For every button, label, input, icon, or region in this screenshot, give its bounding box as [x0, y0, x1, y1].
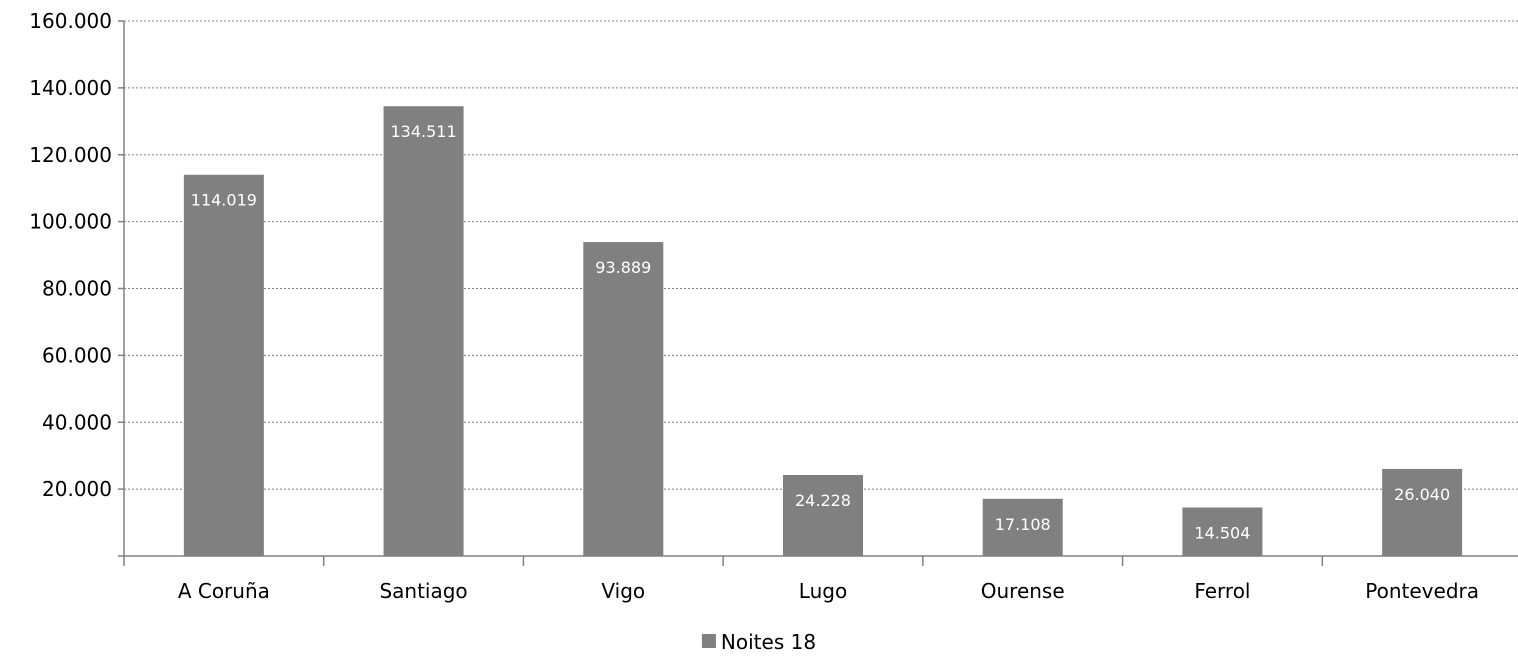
bar [982, 498, 1063, 556]
bar [1182, 507, 1263, 556]
y-tick-label: 100.000 [29, 210, 112, 234]
bar [183, 174, 264, 556]
legend-label: Noites 18 [721, 630, 816, 654]
y-tick-label: 60.000 [42, 343, 112, 367]
bar-value-label: 93.889 [595, 258, 651, 277]
x-tick-label: Pontevedra [1365, 579, 1479, 603]
legend: Noites 18 [701, 630, 816, 654]
bar [783, 474, 863, 556]
x-tick-label: A Coruña [178, 579, 270, 603]
bar-value-label: 26.040 [1394, 485, 1450, 504]
bar-value-label: 134.511 [390, 122, 456, 141]
x-tick-label: Lugo [799, 579, 847, 603]
x-tick-label: Ourense [981, 579, 1065, 603]
y-tick-label: 120.000 [29, 143, 112, 167]
y-tick-label: 140.000 [29, 76, 112, 100]
axis-layer [118, 20, 1518, 566]
bar [383, 106, 464, 556]
label-layer: 20.000 40.000 60.000 80.000 100.000 120.000 14… [29, 9, 1479, 603]
bar [1382, 468, 1463, 556]
bar-value-label: 114.019 [191, 191, 257, 210]
y-tick-label: 40.000 [42, 410, 112, 434]
bar-value-label: 17.108 [995, 515, 1051, 534]
x-tick-label: Santiago [379, 579, 467, 603]
y-tick-label: 80.000 [42, 277, 112, 301]
legend-swatch [701, 634, 716, 648]
bar-value-label: 24.228 [795, 491, 851, 510]
bars-layer [183, 106, 1463, 556]
bar [583, 242, 664, 556]
x-tick-label: Vigo [601, 579, 645, 603]
grid-layer [124, 20, 1518, 490]
y-tick-label: 20.000 [42, 477, 112, 501]
x-tick-label: Ferrol [1194, 579, 1250, 603]
y-tick-label: 160.000 [29, 9, 112, 33]
bar-value-label: 14.504 [1194, 524, 1250, 543]
